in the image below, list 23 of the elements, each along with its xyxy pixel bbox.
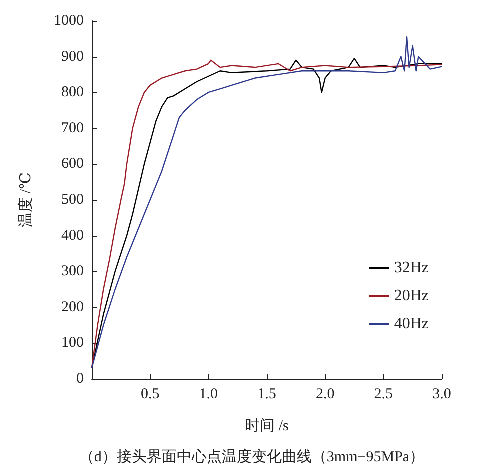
y-tick-label: 300 xyxy=(62,264,84,280)
x-tick-label: 0.5 xyxy=(140,386,160,402)
y-tick-label: 600 xyxy=(62,156,84,172)
legend-label: 40Hz xyxy=(394,316,429,332)
y-tick-label: 100 xyxy=(62,335,84,352)
y-tick-label: 200 xyxy=(62,299,84,316)
x-axis-title: 时间 /s xyxy=(245,418,290,434)
y-tick-label: 1000 xyxy=(54,13,84,29)
y-tick-label: 900 xyxy=(62,48,84,65)
y-tick-label: 500 xyxy=(62,192,84,208)
y-tick-label: 400 xyxy=(62,228,84,244)
y-tick-label: 700 xyxy=(62,120,84,136)
legend-label: 20Hz xyxy=(394,288,429,304)
y-tick-label: 0 xyxy=(76,371,84,387)
x-tick-label: 1.0 xyxy=(199,386,218,402)
legend-label: 32Hz xyxy=(394,260,429,276)
text: （d）接头界面中心点温度变化曲线（3mm−95MPa） xyxy=(79,448,425,466)
y-tick-label: 800 xyxy=(62,84,84,101)
x-tick-label: 2.0 xyxy=(316,386,335,402)
x-tick-label: 1.5 xyxy=(258,386,276,402)
x-tick-label: 2.5 xyxy=(374,386,394,402)
y-axis-title: 温度 /℃ xyxy=(18,172,34,228)
x-tick-label: 3.0 xyxy=(432,386,452,402)
